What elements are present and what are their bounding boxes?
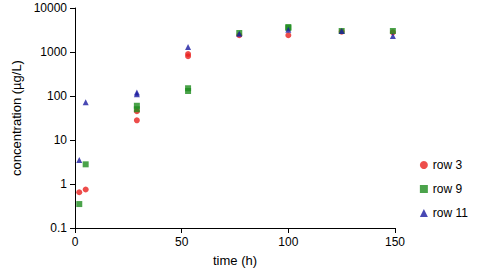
svg-text:row 3: row 3: [433, 158, 463, 172]
svg-text:10: 10: [54, 133, 68, 147]
svg-text:100: 100: [278, 235, 298, 249]
svg-text:10000: 10000: [34, 1, 68, 15]
svg-text:concentration (µg/L): concentration (µg/L): [9, 60, 24, 176]
svg-text:row 9: row 9: [433, 182, 463, 196]
svg-text:150: 150: [385, 235, 405, 249]
svg-text:50: 50: [175, 235, 189, 249]
svg-text:0.1: 0.1: [50, 221, 67, 235]
svg-text:1000: 1000: [40, 45, 67, 59]
svg-text:100: 100: [47, 89, 67, 103]
svg-text:1: 1: [60, 177, 67, 191]
svg-text:row 11: row 11: [433, 206, 468, 220]
svg-text:0: 0: [72, 235, 79, 249]
svg-text:time (h): time (h): [213, 253, 257, 268]
